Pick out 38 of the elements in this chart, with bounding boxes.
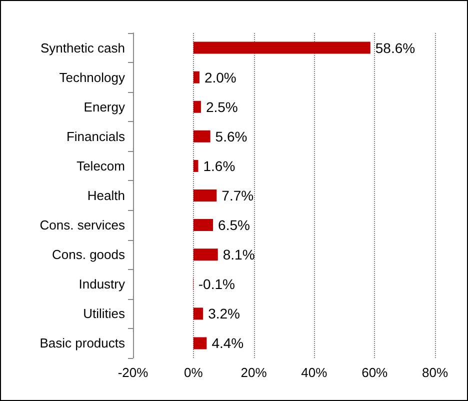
x-tick-label: 40% [301, 365, 328, 380]
data-label: 4.4% [212, 335, 244, 352]
x-tick-label: 60% [362, 365, 388, 380]
y-tick-label: Utilities [83, 306, 126, 322]
y-tick-label: Cons. services [40, 218, 126, 233]
y-tick-label: Cons. goods [52, 247, 126, 262]
bar [193, 219, 214, 232]
y-tick-label: Technology [59, 70, 126, 85]
y-tick-label: Industry [78, 276, 126, 292]
bar [193, 190, 217, 202]
data-label: -0.1% [198, 276, 235, 292]
data-label: 3.2% [208, 306, 240, 322]
x-tick-label: 80% [422, 365, 448, 380]
bar [193, 308, 204, 320]
data-label: 58.6% [375, 40, 416, 56]
x-tick-label: 20% [240, 365, 268, 380]
x-tick-label: 0% [184, 365, 204, 380]
y-tick-label: Telecom [76, 158, 125, 174]
data-label: 2.5% [206, 98, 238, 115]
bar [193, 71, 200, 84]
y-tick-label: Health [87, 188, 125, 203]
data-label: 8.1% [222, 246, 255, 263]
bar [193, 248, 218, 261]
bar [193, 42, 370, 54]
data-label: 1.6% [203, 158, 236, 174]
y-tick-label: Energy [84, 99, 126, 114]
y-tick-label: Basic products [40, 336, 126, 351]
bar [193, 337, 207, 350]
data-label: 5.6% [215, 128, 248, 144]
bar [193, 130, 210, 142]
bar [193, 160, 198, 172]
data-label: 2.0% [204, 69, 236, 86]
y-tick-label: Financials [66, 128, 126, 144]
x-tick-label: -20% [118, 365, 149, 380]
data-label: 6.5% [218, 217, 250, 234]
bar [193, 100, 201, 113]
y-tick-label: Synthetic cash [40, 40, 125, 56]
data-label: 7.7% [222, 188, 254, 204]
